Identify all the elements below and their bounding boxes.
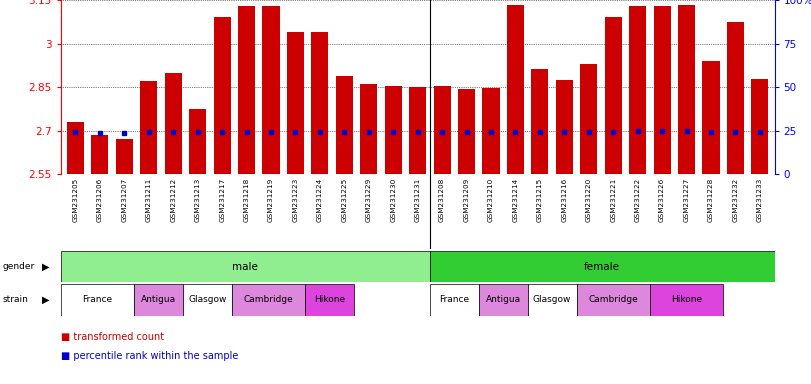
Text: GSM231230: GSM231230 bbox=[390, 178, 397, 222]
Bar bbox=[134, 285, 183, 316]
Bar bbox=[116, 139, 133, 174]
Text: GSM231229: GSM231229 bbox=[366, 178, 371, 222]
Bar bbox=[287, 32, 304, 174]
Text: Cambridge: Cambridge bbox=[588, 295, 638, 305]
Bar bbox=[61, 285, 134, 316]
Text: GSM231207: GSM231207 bbox=[122, 178, 127, 222]
Bar bbox=[61, 251, 430, 282]
Bar bbox=[727, 22, 744, 174]
Bar bbox=[556, 80, 573, 174]
Text: GSM231231: GSM231231 bbox=[414, 178, 421, 222]
Text: Hikone: Hikone bbox=[671, 295, 702, 305]
Text: GSM231213: GSM231213 bbox=[195, 178, 200, 222]
Text: GSM231211: GSM231211 bbox=[146, 178, 152, 222]
Text: GSM231215: GSM231215 bbox=[537, 178, 543, 222]
Bar bbox=[183, 285, 232, 316]
Bar bbox=[92, 134, 109, 174]
Text: ■ transformed count: ■ transformed count bbox=[61, 333, 164, 343]
Text: Hikone: Hikone bbox=[314, 295, 345, 305]
Text: GSM231219: GSM231219 bbox=[268, 178, 274, 222]
Bar bbox=[384, 86, 401, 174]
Bar bbox=[580, 64, 598, 174]
Text: GSM231216: GSM231216 bbox=[561, 178, 568, 222]
Text: France: France bbox=[83, 295, 113, 305]
Bar bbox=[213, 17, 230, 174]
Text: GSM231218: GSM231218 bbox=[243, 178, 250, 222]
Text: GSM231225: GSM231225 bbox=[341, 178, 347, 222]
Text: GSM231214: GSM231214 bbox=[513, 178, 518, 222]
Text: GSM231220: GSM231220 bbox=[586, 178, 592, 222]
Bar bbox=[232, 285, 305, 316]
Bar bbox=[507, 5, 524, 174]
Text: Cambridge: Cambridge bbox=[243, 295, 294, 305]
Bar bbox=[140, 81, 157, 174]
Text: GSM231228: GSM231228 bbox=[708, 178, 714, 222]
Bar bbox=[650, 285, 723, 316]
Bar bbox=[434, 86, 451, 174]
Bar bbox=[311, 32, 328, 174]
Text: GSM231221: GSM231221 bbox=[610, 178, 616, 222]
Bar bbox=[263, 6, 280, 174]
Text: GSM231210: GSM231210 bbox=[488, 178, 494, 222]
Text: GSM231212: GSM231212 bbox=[170, 178, 176, 222]
Text: Antigua: Antigua bbox=[486, 295, 521, 305]
Text: GSM231217: GSM231217 bbox=[219, 178, 225, 222]
Text: GSM231232: GSM231232 bbox=[732, 178, 738, 222]
Bar bbox=[654, 6, 671, 174]
Bar bbox=[238, 6, 255, 174]
Bar bbox=[430, 251, 775, 282]
Text: male: male bbox=[233, 262, 258, 272]
Text: GSM231223: GSM231223 bbox=[293, 178, 298, 222]
Bar bbox=[305, 285, 354, 316]
Text: GSM231226: GSM231226 bbox=[659, 178, 665, 222]
Text: strain: strain bbox=[2, 295, 28, 305]
Text: Antigua: Antigua bbox=[141, 295, 176, 305]
Text: GSM231224: GSM231224 bbox=[317, 178, 323, 222]
Bar bbox=[189, 109, 206, 174]
Text: ▶: ▶ bbox=[42, 262, 49, 272]
Text: GSM231205: GSM231205 bbox=[72, 178, 79, 222]
Text: female: female bbox=[584, 262, 620, 272]
Text: ▶: ▶ bbox=[42, 295, 49, 305]
Text: France: France bbox=[440, 295, 470, 305]
Bar bbox=[751, 79, 768, 174]
Bar bbox=[430, 285, 478, 316]
Bar bbox=[678, 5, 695, 174]
Text: ■ percentile rank within the sample: ■ percentile rank within the sample bbox=[61, 351, 238, 361]
Bar bbox=[409, 87, 427, 174]
Bar bbox=[458, 89, 475, 174]
Text: GSM231233: GSM231233 bbox=[757, 178, 763, 222]
Bar bbox=[577, 285, 650, 316]
Bar bbox=[165, 73, 182, 174]
Bar bbox=[528, 285, 577, 316]
Bar bbox=[67, 122, 84, 174]
Text: Glasgow: Glasgow bbox=[188, 295, 226, 305]
Text: gender: gender bbox=[2, 262, 35, 271]
Bar bbox=[702, 61, 719, 174]
Text: GSM231208: GSM231208 bbox=[439, 178, 445, 222]
Bar bbox=[629, 6, 646, 174]
Text: GSM231227: GSM231227 bbox=[684, 178, 689, 222]
Bar bbox=[483, 88, 500, 174]
Bar bbox=[531, 69, 548, 174]
Bar bbox=[360, 84, 377, 174]
Text: Glasgow: Glasgow bbox=[533, 295, 571, 305]
Bar bbox=[478, 285, 528, 316]
Text: GSM231222: GSM231222 bbox=[635, 178, 641, 222]
Bar bbox=[605, 17, 622, 174]
Text: GSM231209: GSM231209 bbox=[464, 178, 470, 222]
Text: GSM231206: GSM231206 bbox=[97, 178, 103, 222]
Bar bbox=[336, 76, 353, 174]
